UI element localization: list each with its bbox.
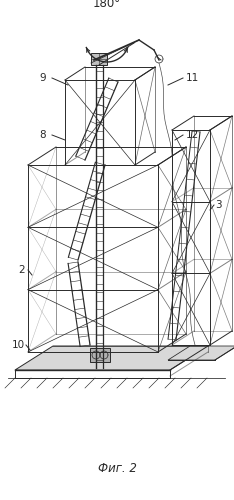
Text: 3: 3 xyxy=(215,200,221,210)
Text: 2: 2 xyxy=(19,265,25,275)
Text: 11: 11 xyxy=(185,73,199,83)
Polygon shape xyxy=(168,346,234,360)
Text: 10: 10 xyxy=(11,340,25,350)
Text: 180°: 180° xyxy=(93,0,121,10)
Text: 12: 12 xyxy=(185,130,199,140)
Text: 9: 9 xyxy=(40,73,46,83)
Polygon shape xyxy=(91,53,107,65)
Polygon shape xyxy=(90,348,110,362)
Text: Фиг. 2: Фиг. 2 xyxy=(98,462,136,474)
Text: 8: 8 xyxy=(40,130,46,140)
Polygon shape xyxy=(15,346,208,370)
